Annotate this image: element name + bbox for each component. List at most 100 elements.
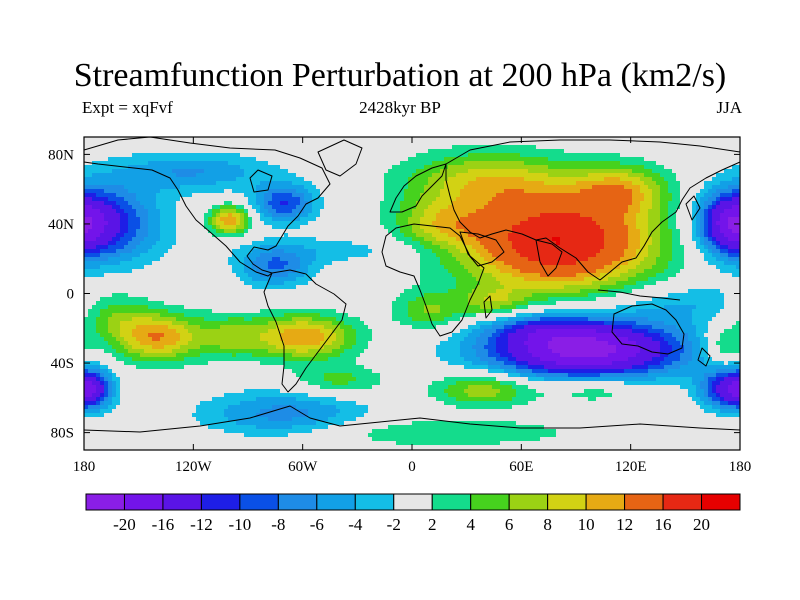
field-cell — [608, 209, 613, 214]
field-cell — [400, 213, 405, 218]
field-cell — [640, 237, 645, 242]
field-cell — [536, 157, 541, 162]
field-cell — [204, 225, 209, 230]
field-cell — [392, 161, 397, 166]
field-cell — [292, 177, 297, 182]
field-cell — [476, 141, 481, 146]
field-cell — [196, 169, 201, 174]
field-cell — [192, 257, 197, 262]
field-cell — [536, 169, 541, 174]
field-cell — [592, 165, 597, 170]
field-cell — [496, 177, 501, 182]
field-cell — [304, 161, 309, 166]
field-cell — [668, 153, 673, 158]
field-cell — [508, 249, 513, 254]
field-cell — [212, 145, 217, 150]
field-cell — [516, 169, 521, 174]
field-cell — [124, 161, 129, 166]
field-cell — [656, 173, 661, 178]
field-cell — [544, 245, 549, 250]
field-cell — [220, 213, 225, 218]
field-cell — [136, 225, 141, 230]
field-cell — [676, 145, 681, 150]
field-cell — [564, 141, 569, 146]
field-cell — [308, 217, 313, 222]
field-cell — [108, 177, 113, 182]
field-cell — [548, 189, 553, 194]
field-cell — [356, 209, 361, 214]
field-cell — [136, 193, 141, 198]
field-cell — [692, 217, 697, 222]
field-cell — [152, 229, 157, 234]
field-cell — [244, 169, 249, 174]
field-cell — [628, 245, 633, 250]
field-cell — [540, 209, 545, 214]
field-cell — [124, 197, 129, 202]
field-cell — [540, 213, 545, 218]
field-cell — [692, 161, 697, 166]
field-cell — [408, 253, 413, 258]
field-cell — [92, 137, 97, 142]
field-cell — [344, 153, 349, 158]
field-cell — [732, 209, 737, 214]
field-cell — [260, 141, 265, 146]
field-cell — [664, 149, 669, 154]
field-cell — [300, 161, 305, 166]
field-cell — [380, 229, 385, 234]
field-cell — [472, 201, 477, 206]
field-cell — [492, 185, 497, 190]
field-cell — [508, 165, 513, 170]
field-cell — [444, 185, 449, 190]
field-cell — [232, 201, 237, 206]
field-cell — [388, 233, 393, 238]
field-cell — [188, 237, 193, 242]
field-cell — [328, 161, 333, 166]
field-cell — [564, 153, 569, 158]
field-cell — [512, 213, 517, 218]
field-cell — [480, 213, 485, 218]
field-cell — [676, 201, 681, 206]
field-cell — [728, 225, 733, 230]
field-cell — [144, 193, 149, 198]
field-cell — [536, 185, 541, 190]
field-cell — [440, 197, 445, 202]
field-cell — [204, 241, 209, 246]
field-cell — [548, 137, 553, 142]
field-cell — [132, 169, 137, 174]
field-cell — [88, 201, 93, 206]
field-cell — [332, 253, 337, 258]
field-cell — [124, 189, 129, 194]
field-cell — [712, 153, 717, 158]
field-cell — [728, 177, 733, 182]
field-cell — [132, 137, 137, 142]
field-cell — [648, 237, 653, 242]
field-cell — [692, 221, 697, 226]
field-cell — [276, 189, 281, 194]
field-cell — [648, 217, 653, 222]
field-cell — [700, 241, 705, 246]
field-cell — [208, 249, 213, 254]
field-cell — [380, 165, 385, 170]
field-cell — [256, 253, 261, 258]
field-cell — [684, 241, 689, 246]
field-cell — [148, 241, 153, 246]
field-cell — [680, 181, 685, 186]
field-cell — [576, 205, 581, 210]
field-cell — [612, 141, 617, 146]
field-cell — [152, 141, 157, 146]
field-cell — [344, 205, 349, 210]
field-cell — [544, 217, 549, 222]
field-cell — [560, 197, 565, 202]
field-cell — [348, 165, 353, 170]
field-cell — [384, 161, 389, 166]
field-cell — [460, 137, 465, 142]
field-cell — [580, 229, 585, 234]
field-cell — [540, 205, 545, 210]
field-cell — [116, 237, 121, 242]
field-cell — [188, 173, 193, 178]
field-cell — [232, 161, 237, 166]
field-cell — [196, 157, 201, 162]
field-cell — [504, 145, 509, 150]
field-cell — [680, 161, 685, 166]
field-cell — [520, 213, 525, 218]
